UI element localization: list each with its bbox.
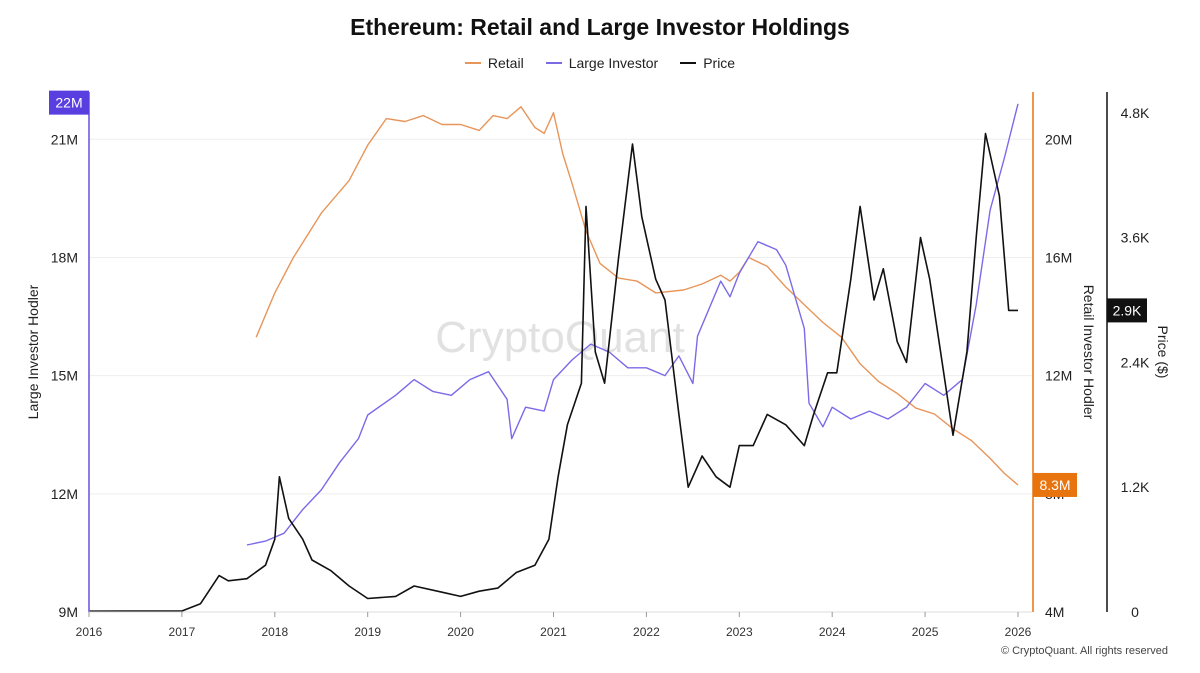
- price-value-badge-bg: [1107, 298, 1147, 323]
- x-tick-label-2016: 2016: [76, 625, 103, 639]
- retail-tick-label-4: 20M: [1045, 131, 1072, 147]
- price-value-badge: 2.9K: [1107, 298, 1147, 323]
- left-axis-title: Large Investor Hodler: [25, 284, 41, 419]
- legend-item-price[interactable]: Price: [680, 55, 735, 71]
- series-line-large-investor: [246, 103, 1019, 546]
- x-tick-label-2022: 2022: [633, 625, 660, 639]
- x-tick-label-2018: 2018: [261, 625, 288, 639]
- legend-item-large-investor[interactable]: Large Investor: [545, 55, 659, 71]
- retail-value-badge-text: 8.3M: [1039, 477, 1070, 493]
- price-tick-label-1: 1.2K: [1121, 479, 1150, 495]
- retail-tick-label-2: 12M: [1045, 368, 1072, 384]
- legend-label-retail: Retail: [487, 55, 524, 71]
- x-tick-label-2025: 2025: [912, 625, 939, 639]
- axes-layer: 2016 2017 2018 2019 2020 2021 2022 2023 2024 2025…: [25, 90, 1171, 639]
- legend-swatch-retail: [464, 62, 481, 64]
- price-value-badge-text: 2.9K: [1113, 302, 1142, 318]
- price-tick-label-4: 4.8K: [1121, 105, 1150, 121]
- x-tick-label-2023: 2023: [726, 625, 753, 639]
- left-tick-label-1: 12M: [51, 486, 78, 502]
- retail-value-badge-bg: [1033, 472, 1077, 497]
- retail-axis-title: Retail Investor Hodler: [1081, 285, 1097, 420]
- chart-title: Ethereum: Retail and Large Investor Hold…: [350, 14, 850, 40]
- legend-item-retail[interactable]: Retail: [464, 55, 524, 71]
- left-value-badge-bg: [49, 90, 89, 115]
- left-value-badge-text: 22M: [55, 95, 82, 111]
- x-tick-label-2017: 2017: [169, 625, 196, 639]
- legend: Retail Large Investor Price: [0, 55, 1200, 71]
- series-line-price: [88, 132, 1018, 612]
- x-tick-label-2026: 2026: [1005, 625, 1032, 639]
- left-tick-label-2: 15M: [51, 368, 78, 384]
- price-tick-label-3: 3.6K: [1121, 230, 1150, 246]
- legend-swatch-price: [680, 62, 697, 64]
- legend-label-large-investor: Large Investor: [568, 55, 659, 71]
- x-tick-label-2021: 2021: [540, 625, 567, 639]
- retail-tick-label-0: 4M: [1045, 604, 1064, 620]
- price-tick-label-2: 2.4K: [1121, 354, 1150, 370]
- retail-value-badge: 8.3M: [1033, 472, 1077, 497]
- x-tick-label-2019: 2019: [354, 625, 381, 639]
- price-axis-title: Price ($): [1155, 326, 1171, 379]
- left-value-badge: 22M: [49, 90, 89, 115]
- x-tick-label-2020: 2020: [447, 625, 474, 639]
- series-line-retail: [255, 106, 1019, 486]
- series-layer: [88, 103, 1019, 612]
- left-tick-label-4: 21M: [51, 131, 78, 147]
- left-tick-label-0: 9M: [59, 604, 78, 620]
- left-tick-label-3: 18M: [51, 249, 78, 265]
- x-tick-label-2024: 2024: [819, 625, 846, 639]
- watermark: CryptoQuant: [435, 313, 684, 362]
- price-tick-label-0: 0: [1131, 604, 1139, 620]
- retail-tick-label-3: 16M: [1045, 249, 1072, 265]
- gridlines: [89, 138, 1032, 613]
- legend-swatch-large-investor: [545, 62, 562, 64]
- legend-label-price: Price: [703, 55, 736, 71]
- copyright-notice: © CryptoQuant. All rights reserved: [1000, 645, 1168, 657]
